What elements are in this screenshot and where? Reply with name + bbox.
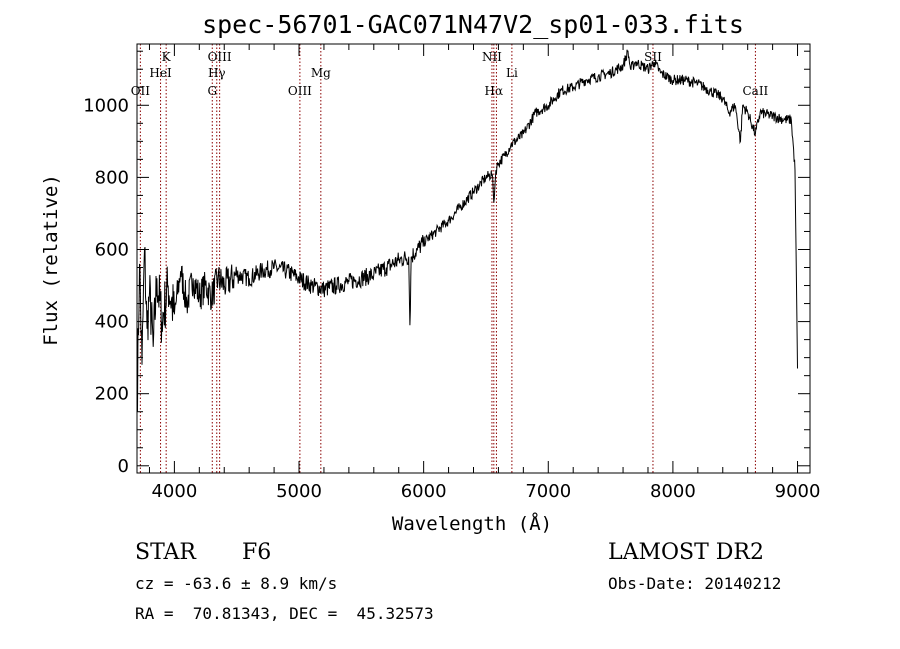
redshift-velocity: cz = -63.6 ± 8.9 km/s [135,574,338,593]
axes: 4000 5000 6000 7000 8000 9000 0 200 400 600 800 100… [83,43,821,502]
line-marker-label: Hγ [208,66,226,80]
object-subclass: F6 [242,540,272,565]
line-marker-label: Hα [485,84,504,98]
coordinates: RA = 70.81343, DEC = 45.32573 [135,604,434,623]
line-marker-label: CaII [742,84,768,98]
x-tick-label: 5000 [276,481,322,502]
line-marker-label: Li [506,66,518,80]
x-tick-label: 4000 [151,481,197,502]
chart-title: spec-56701-GAC071N47V2_sp01-033.fits [202,10,744,39]
x-axis-label: Wavelength (Å) [392,512,552,535]
line-marker-label: OII [131,84,151,98]
line-marker-label: Mg [311,66,331,80]
line-marker-label: HeI [149,66,172,80]
line-marker-label: K [162,50,172,64]
spectrum-line [136,49,798,412]
y-tick-label: 800 [95,167,129,188]
y-tick-label: 400 [95,312,129,333]
y-axis-label: Flux (relative) [40,174,62,346]
line-marker-label: OIII [208,50,232,64]
line-marker-label: SII [644,50,662,64]
y-tick-label: 0 [118,456,129,477]
y-tick-label: 200 [95,384,129,405]
line-marker-label: G [207,84,217,98]
x-tick-label: 9000 [775,481,821,502]
object-class: STAR [135,540,196,565]
observation-date: Obs-Date: 20140212 [608,574,782,593]
y-tick-label: 600 [95,239,129,260]
x-tick-label: 7000 [525,481,571,502]
x-tick-label: 8000 [650,481,696,502]
plot-frame [136,43,811,474]
y-tick-label: 1000 [83,95,129,116]
line-marker-label: NII [482,50,502,64]
spectrum-series [136,49,798,412]
survey-name: LAMOST DR2 [608,540,764,565]
line-marker-label: OIII [288,84,312,98]
x-tick-label: 6000 [401,481,447,502]
